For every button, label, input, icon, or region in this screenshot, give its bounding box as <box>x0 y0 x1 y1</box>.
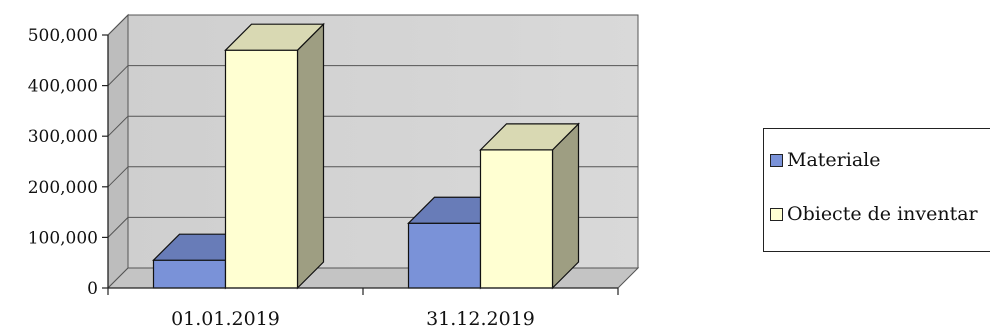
y-tick-label: 500,000 <box>28 26 98 46</box>
gridline-side <box>107 14 129 36</box>
bar-front-face <box>479 149 554 289</box>
y-tick-label: 100,000 <box>28 228 98 248</box>
legend: Materiale Obiecte de inventar <box>763 128 990 252</box>
gridline-side <box>107 217 129 238</box>
x-tick-labels: 01.01.2019 31.12.2019 <box>171 308 535 330</box>
y-tick-label: 200,000 <box>28 178 98 198</box>
bar-front-face <box>407 222 482 289</box>
gridline-side <box>107 115 129 137</box>
legend-swatch-obiecte-de-inventar <box>770 207 783 221</box>
bar-top-face <box>479 123 580 151</box>
y-tick-label: 300,000 <box>28 127 98 147</box>
x-tick-label: 01.01.2019 <box>171 308 280 330</box>
bar-obiecte-de-inventar-0 <box>224 22 325 290</box>
y-tick-labels: 0 100,000 200,000 300,000 400,000 500,000 <box>28 26 98 299</box>
y-tick-label: 0 <box>87 279 98 299</box>
bar-front-face <box>152 259 227 289</box>
gridline-side <box>107 166 129 188</box>
bar-front-face <box>224 49 299 289</box>
chart-side-wall <box>107 13 129 290</box>
legend-label-obiecte-de-inventar: Obiecte de inventar <box>787 203 978 225</box>
bar-obiecte-de-inventar-1 <box>479 122 580 290</box>
bar-side-face <box>551 122 580 290</box>
y-tick-label: 400,000 <box>28 77 98 97</box>
legend-item-obiecte-de-inventar: Obiecte de inventar <box>770 203 978 225</box>
bar-side-face <box>296 22 325 290</box>
legend-swatch-materiale <box>770 153 783 167</box>
bars <box>152 22 580 290</box>
axes <box>102 34 619 295</box>
x-tick-label: 31.12.2019 <box>426 308 535 330</box>
gridline-side <box>107 65 129 86</box>
legend-label-materiale: Materiale <box>787 149 881 171</box>
legend-item-materiale: Materiale <box>770 149 880 171</box>
bar-top-face <box>224 23 325 51</box>
